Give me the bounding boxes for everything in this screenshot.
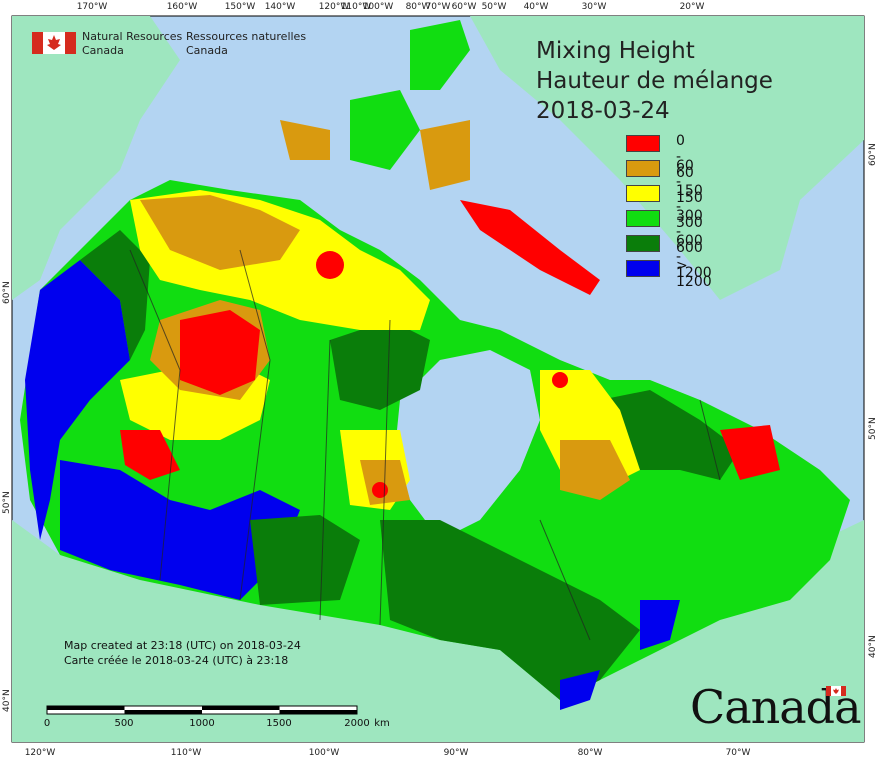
creation-note: Map created at 23:18 (UTC) on 2018-03-24… (64, 638, 301, 668)
canada-flag-icon (32, 32, 76, 54)
zone-darkgreen-3 (380, 520, 640, 700)
wordmark-flag-icon (826, 686, 846, 696)
map-title: Mixing Height Hauteur de mélange 2018-03… (536, 36, 773, 126)
lon-tick-top: 50°W (481, 2, 507, 12)
lon-tick-top: 160°W (166, 2, 198, 12)
agency-name-en: Natural Resources Canada (82, 30, 183, 57)
zone-darkgreen-5 (250, 515, 360, 605)
lon-tick-top: 170°W (76, 2, 108, 12)
legend-swatch (626, 160, 660, 177)
zone-orange-3 (560, 440, 630, 500)
zone-orange-1 (140, 195, 300, 270)
lon-tick-bottom: 120°W (24, 748, 56, 758)
lat-tick-left: 60°N (2, 281, 12, 304)
zone-red-2 (120, 430, 180, 480)
legend-swatch (626, 210, 660, 227)
zone-red-4 (460, 200, 600, 295)
legend-label: 60 - 150 (676, 158, 703, 206)
legend-label: 600 - 1200 (676, 233, 712, 281)
zone-darkgreen-1 (80, 230, 150, 360)
legend-swatch (626, 185, 660, 202)
arctic-island-2 (350, 90, 420, 170)
legend-swatch (626, 235, 660, 252)
lon-tick-top: 150°W (224, 2, 256, 12)
scale-label: 2000 (344, 718, 370, 729)
lon-tick-top: 100°W (362, 2, 394, 12)
zone-blue-sw (60, 460, 300, 600)
lon-tick-top: 120°W (318, 2, 350, 12)
zone-red-5 (316, 251, 344, 279)
lon-tick-bottom: 100°W (308, 748, 340, 758)
scale-label: 1000 (189, 718, 215, 729)
lon-tick-top: 30°W (581, 2, 607, 12)
lat-tick-right: 50°N (868, 417, 878, 440)
hudson-bay (395, 350, 540, 540)
legend-label: 150 - 300 (676, 183, 703, 231)
lat-tick-left: 40°N (2, 689, 12, 712)
scale-bar-graphic (46, 705, 358, 715)
lon-tick-top: 70°W (425, 2, 451, 12)
zone-blue-west (25, 260, 130, 540)
lat-tick-left: 50°N (2, 491, 12, 514)
lon-tick-bottom: 110°W (170, 748, 202, 758)
title-french: Hauteur de mélange (536, 68, 773, 94)
lon-tick-top: 60°W (451, 2, 477, 12)
lon-tick-top: 40°W (523, 2, 549, 12)
canada-wordmark: Canada (690, 680, 862, 734)
arctic-island-1 (410, 20, 470, 90)
legend-swatch (626, 260, 660, 277)
lon-tick-bottom: 80°W (577, 748, 603, 758)
creation-note-fr: Carte créée le 2018-03-24 (UTC) à 23:18 (64, 654, 289, 667)
legend-label: > 1200 (676, 258, 712, 290)
scale-label: 0 (43, 718, 51, 729)
zone-red-6 (552, 372, 568, 388)
zone-red-3 (720, 425, 780, 480)
legend-label: 300 - 600 (676, 208, 703, 256)
usa-landmass (12, 520, 864, 742)
lat-tick-right: 60°N (868, 143, 878, 166)
map-date: 2018-03-24 (536, 98, 670, 124)
zone-red-7 (372, 482, 388, 498)
alaska-landmass (12, 16, 180, 300)
legend-swatch (626, 135, 660, 152)
scale-label: 1500 (266, 718, 292, 729)
legend-label: 0 - 60 (676, 133, 694, 181)
lon-tick-top: 80°W (405, 2, 431, 12)
zone-blue-se (640, 600, 680, 650)
scale-label-unit: km (374, 718, 390, 729)
creation-note-en: Map created at 23:18 (UTC) on 2018-03-24 (64, 639, 301, 652)
lon-tick-top: 110°W (340, 2, 372, 12)
lon-tick-bottom: 70°W (725, 748, 751, 758)
scale-label: 500 (114, 718, 134, 729)
zone-red-1 (180, 310, 260, 395)
title-english: Mixing Height (536, 38, 695, 64)
zone-darkgreen-2 (330, 320, 430, 410)
lat-tick-right: 40°N (868, 635, 878, 658)
agency-name-fr: Ressources naturelles Canada (186, 30, 307, 57)
lon-tick-bottom: 90°W (443, 748, 469, 758)
provincial-borders (129, 249, 721, 641)
arctic-island-3 (420, 120, 470, 190)
scale-bar: 0 500 1000 1500 2000 km (43, 704, 390, 734)
zone-blue-ontario (560, 670, 600, 710)
greenland-landmass (470, 16, 864, 300)
lon-tick-top: 140°W (264, 2, 296, 12)
lon-tick-top: 20°W (679, 2, 705, 12)
zone-orange-5 (280, 120, 330, 160)
